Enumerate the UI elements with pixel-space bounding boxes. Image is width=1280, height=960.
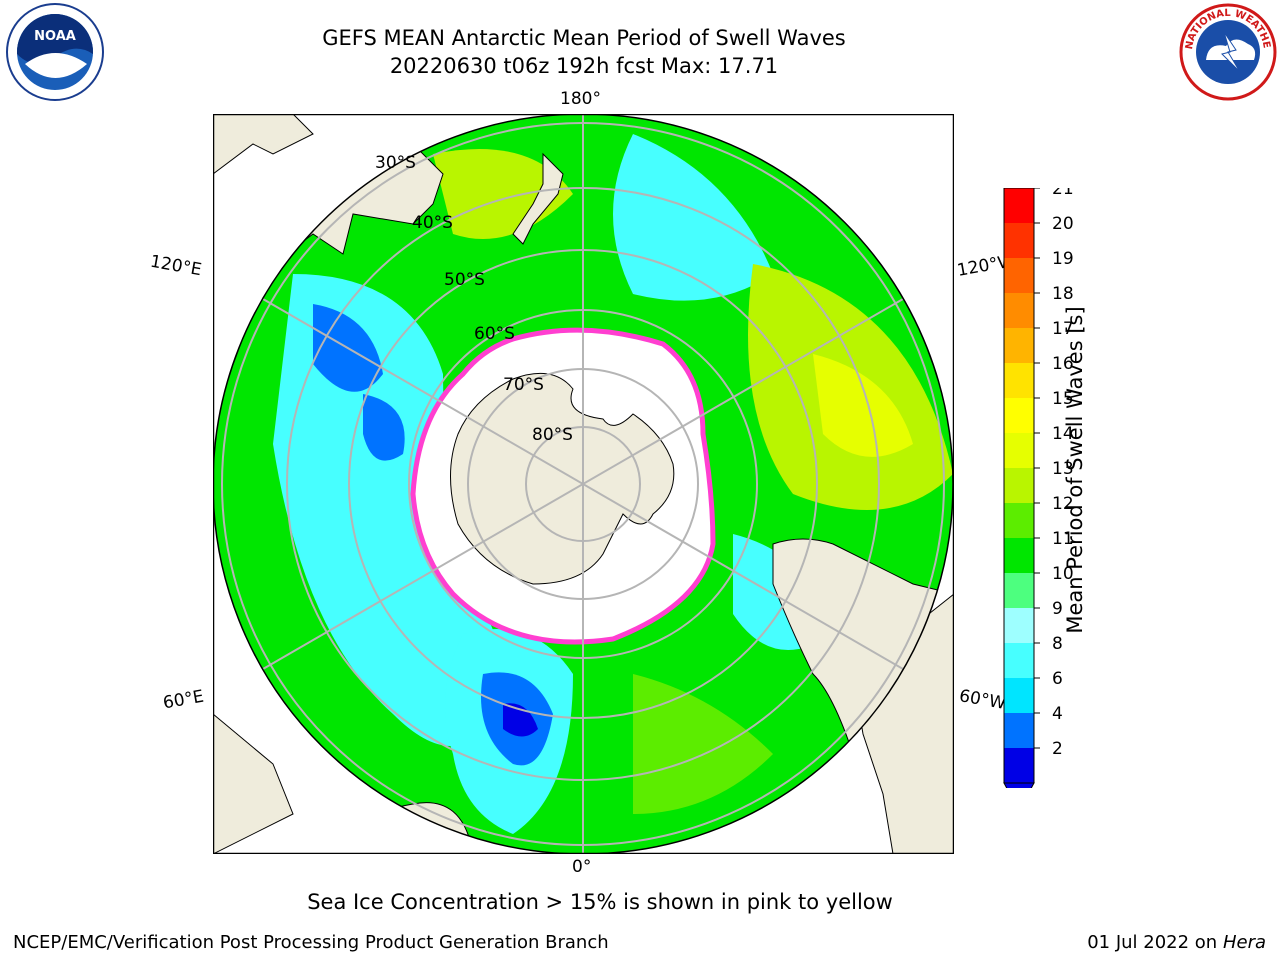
lat-label-60s: 60°S: [474, 324, 515, 344]
noaa-logo: NOAA: [5, 2, 105, 102]
colorbar-tick-label: 2: [1052, 739, 1063, 759]
footer-date-text: 01 Jul 2022 on: [1087, 932, 1223, 953]
lon-label-0: 0°: [572, 857, 592, 877]
colorbar-tick-label: 21: [1052, 188, 1074, 199]
lat-label-50s: 50°S: [444, 270, 485, 290]
colorbar-segment: [1004, 538, 1034, 573]
colorbar-tick-label: 16: [1052, 354, 1074, 374]
swell-zone-high-2: [363, 394, 405, 461]
lat-label-30s: 30°S: [375, 153, 416, 173]
footer-credit: NCEP/EMC/Verification Post Processing Pr…: [13, 932, 609, 953]
chart-subtitle: 20220630 t06z 192h fcst Max: 17.71: [389, 54, 779, 78]
swell-zone-high-4: [503, 703, 538, 737]
colorbar-tick-label: 12: [1052, 494, 1074, 514]
colorbar-tick-label: 4: [1052, 704, 1063, 724]
polar-map: [212, 113, 955, 855]
colorbar-segment: [1004, 643, 1034, 678]
swell-zone-weddell-outer: [633, 674, 773, 814]
colorbar-segment: [1004, 363, 1034, 398]
lat-label-40s: 40°S: [412, 213, 453, 233]
colorbar-tick-label: 14: [1052, 424, 1074, 444]
colorbar-segment: [1004, 468, 1034, 503]
colorbar-segment: [1004, 398, 1034, 433]
lat-label-80s: 80°S: [532, 425, 573, 445]
swell-zone-yellow-core: [813, 354, 913, 457]
colorbar-tick-label: 8: [1052, 634, 1063, 654]
swell-zone-pacific: [613, 134, 773, 301]
colorbar-segment: [1004, 433, 1034, 468]
colorbar-label: Mean Period of Swell Waves [s]: [1063, 306, 1087, 634]
colorbar-extend-arrow: [1003, 782, 1035, 813]
colorbar-segment: [1004, 258, 1034, 293]
colorbar-tick-label: 11: [1052, 529, 1074, 549]
sea-ice-note: Sea Ice Concentration > 15% is shown in …: [307, 890, 893, 914]
colorbar-segment: [1004, 503, 1034, 538]
colorbar-segment: [1004, 608, 1034, 643]
colorbar-segment: [1004, 223, 1034, 258]
colorbar-segment: [1004, 573, 1034, 608]
colorbar-tick-label: 18: [1052, 284, 1074, 304]
colorbar-segment: [1004, 748, 1034, 783]
graticule: [221, 114, 945, 854]
colorbar-outline: [1003, 187, 1035, 784]
colorbar-tick-label: 20: [1052, 214, 1074, 234]
colorbar-tick-label: 17: [1052, 319, 1074, 339]
colorbar-tick-label: 10: [1052, 564, 1074, 584]
lon-label-60e: 60°E: [161, 686, 206, 714]
antarctica: [450, 372, 675, 585]
colorbar-tick-label: 19: [1052, 249, 1074, 269]
noaa-logo-text: NOAA: [34, 29, 76, 44]
colorbar-tick-label: 15: [1052, 389, 1074, 409]
colorbar-segment: [1004, 713, 1034, 748]
nws-logo: NATIONAL WEATHER SERVICE: [1174, 0, 1278, 102]
colorbar-segment: [1004, 293, 1034, 328]
colorbar-segment: [1004, 188, 1034, 223]
lat-label-70s: 70°S: [503, 375, 544, 395]
colorbar-tick-label: 6: [1052, 669, 1063, 689]
colorbar-segment: [1004, 678, 1034, 713]
colorbar-segment: [1004, 328, 1034, 363]
chart-title: GEFS MEAN Antarctic Mean Period of Swell…: [322, 26, 846, 50]
colorbar-tick-label: 13: [1052, 459, 1074, 479]
colorbar-tick-label: 9: [1052, 599, 1063, 619]
polar-map-svg: [212, 113, 955, 855]
lon-label-180: 180°: [560, 89, 601, 109]
lon-label-120e: 120°E: [148, 251, 204, 281]
footer-host: Hera: [1222, 932, 1266, 953]
footer-date: 01 Jul 2022 on Hera: [1087, 932, 1266, 953]
